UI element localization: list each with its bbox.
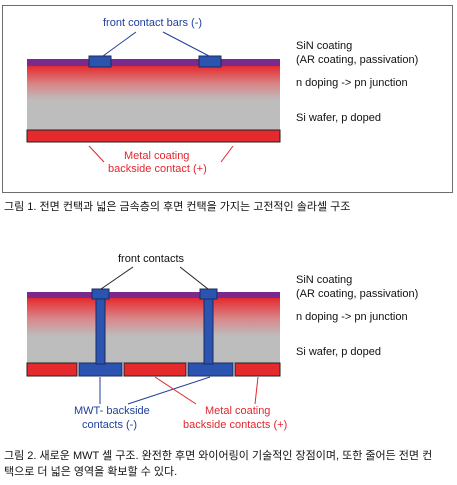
fig2-caption-line2: 택으로 더 넓은 영역을 확보할 수 있다.: [4, 466, 178, 478]
fig2-n-doping-label: n doping -> pn junction: [296, 311, 408, 323]
fig1-pointer-top-right: [162, 31, 210, 57]
fig2-mwt-backside-label: MWT- backside: [74, 405, 150, 417]
fig2-sin-coating-label: SiN coating: [296, 274, 353, 286]
fig1-backside-contact-label: backside contact (+): [108, 163, 207, 175]
figure2-cell: [26, 266, 281, 405]
fig2-si-wafer-label: Si wafer, p doped: [296, 346, 382, 358]
fig1-sin-coating-label: SiN coating: [296, 40, 353, 52]
fig2-metal-coating-label: Metal coating: [205, 405, 271, 417]
fig1-pointer-metal-right: [220, 145, 234, 163]
fig1-pointer-metal-left: [88, 145, 105, 163]
fig2-front-contact-2: [199, 288, 218, 300]
fig2-metal-segment-2: [123, 362, 187, 377]
fig1-metal-coating-label: Metal coating: [124, 150, 190, 162]
fig1-ar-coating-label: (AR coating, passivation): [296, 54, 419, 66]
fig2-mwt-via-2: [203, 296, 214, 365]
fig1-n-doping-label: n doping -> pn junction: [296, 77, 408, 89]
fig2-front-contact-1: [91, 288, 110, 300]
fig1-front-contact-bar-left: [88, 55, 112, 68]
fig1-metal-backside: [26, 129, 281, 143]
fig2-pointer-top-left: [100, 266, 134, 290]
fig2-metal-segment-3: [234, 362, 281, 377]
fig2-si-wafer-layer: [27, 336, 280, 363]
fig1-sin-layer: [27, 59, 280, 66]
fig2-caption-line1: 그림 2. 새로운 MWT 셀 구조. 완전한 후면 와이어링이 기술적인 장점…: [4, 450, 433, 462]
fig1-si-wafer-layer: [27, 100, 280, 130]
fig2-mwt-contacts-label: contacts (-): [82, 419, 138, 431]
fig2-pointer-mwt-right: [127, 376, 211, 405]
fig2-sin-layer: [27, 292, 280, 298]
fig1-front-contact-bars-label: front contact bars (-): [103, 17, 203, 29]
figure1-cell: [26, 31, 281, 163]
fig2-mwt-back-contact-1: [78, 362, 123, 377]
fig2-pointer-metal-left: [154, 376, 197, 405]
fig2-pointer-metal-right: [254, 376, 259, 405]
fig2-front-contacts-label: front contacts: [118, 253, 185, 265]
fig2-ar-coating-label: (AR coating, passivation): [296, 288, 419, 300]
fig2-gradient-layer: [27, 298, 280, 336]
fig1-si-wafer-label: Si wafer, p doped: [296, 112, 382, 124]
fig2-mwt-back-contact-2: [187, 362, 234, 377]
fig1-pointer-top-left: [102, 31, 137, 57]
fig2-pointer-top-right: [179, 266, 209, 290]
fig2-metal-segment-1: [26, 362, 78, 377]
fig2-mwt-via-1: [95, 296, 106, 365]
fig2-backside-contacts-label: backside contacts (+): [183, 419, 288, 431]
fig1-gradient-layer: [27, 66, 280, 100]
fig1-caption: 그림 1. 전면 컨택과 넓은 금속층의 후면 컨택을 가지는 고전적인 솔라셀…: [4, 201, 351, 213]
fig1-front-contact-bar-right: [198, 55, 222, 68]
